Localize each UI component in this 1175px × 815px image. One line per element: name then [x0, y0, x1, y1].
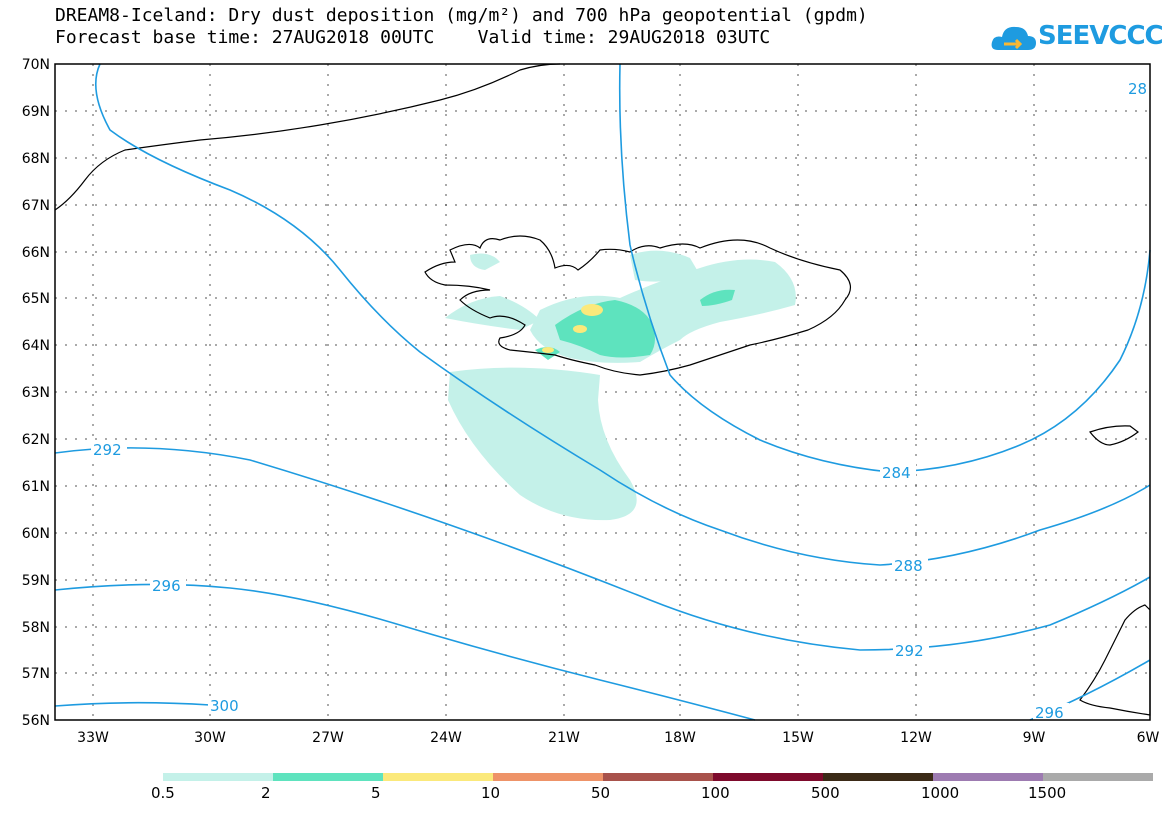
lat-label: 67N [22, 198, 50, 214]
dust-level5-a [581, 304, 603, 316]
map-title-line1: DREAM8-Iceland: Dry dust deposition (mg/… [55, 5, 868, 26]
latitude-labels: 70N 69N 68N 67N 66N 65N 64N 63N 62N 61N … [22, 57, 50, 729]
contour-label: 284 [882, 464, 911, 482]
colorbar-label: 1000 [921, 784, 960, 802]
contour-line-300 [54, 701, 211, 707]
lat-label: 64N [22, 338, 50, 354]
dust-level5-b [573, 325, 587, 333]
contour-label: 300 [210, 697, 239, 715]
lat-label: 61N [22, 479, 50, 495]
lat-label: 70N [22, 57, 50, 73]
contour-label: 296 [152, 577, 181, 595]
scotland-coast [1079, 604, 1151, 716]
seevccc-logo: SEEVCCC [990, 18, 1164, 58]
dust-west [445, 296, 540, 330]
lat-label: 66N [22, 245, 50, 261]
grid-lines [55, 64, 1150, 720]
contour-label: 296 [1035, 704, 1064, 722]
dust-plume-south [448, 367, 637, 521]
lon-label: 9W [1023, 730, 1046, 746]
colorbar-swatch [933, 773, 1043, 781]
colorbar-label: 1500 [1028, 784, 1067, 802]
colorbar-label: 2 [261, 784, 271, 802]
lat-label: 57N [22, 666, 50, 682]
dust-level5-c [542, 347, 554, 353]
lat-label: 68N [22, 151, 50, 167]
colorbar [163, 773, 1153, 781]
lat-label: 63N [22, 385, 50, 401]
colorbar-label: 100 [701, 784, 730, 802]
colorbar-swatch [273, 773, 383, 781]
lat-label: 56N [22, 713, 50, 729]
contour-line-284 [94, 63, 1151, 566]
map-frame [54, 63, 1151, 721]
lon-label: 33W [77, 730, 109, 746]
coastlines [54, 63, 1151, 716]
colorbar-swatch [823, 773, 933, 781]
faroe-coast [1089, 425, 1139, 446]
lon-label: 21W [548, 730, 580, 746]
colorbar-swatch [603, 773, 713, 781]
colorbar-label: 5 [371, 784, 381, 802]
colorbar-swatch [383, 773, 493, 781]
lon-label: 27W [312, 730, 344, 746]
dust-northwest [470, 253, 500, 270]
colorbar-swatch [163, 773, 273, 781]
contour-label: 292 [895, 642, 924, 660]
lon-label: 6W [1137, 730, 1160, 746]
colorbar-swatch [1043, 773, 1153, 781]
lat-label: 62N [22, 432, 50, 448]
dust-deposition-field [445, 250, 796, 521]
contour-label: 28 [1128, 80, 1147, 98]
contour-line-292 [54, 447, 1151, 651]
lat-label: 60N [22, 526, 50, 542]
contour-line-296 [54, 583, 756, 721]
lon-label: 15W [782, 730, 814, 746]
lat-label: 58N [22, 620, 50, 636]
iceland-coast [424, 235, 851, 376]
colorbar-label: 500 [811, 784, 840, 802]
map-title-line2: Forecast base time: 27AUG2018 00UTC Vali… [55, 27, 771, 48]
greenland-coast [54, 63, 561, 211]
lon-label: 18W [664, 730, 696, 746]
colorbar-swatch [713, 773, 823, 781]
lon-label: 12W [900, 730, 932, 746]
lat-label: 69N [22, 104, 50, 120]
contour-line-284b [618, 63, 1151, 473]
colorbar-label: 50 [591, 784, 611, 802]
dust-level2-a [555, 300, 655, 358]
lat-label: 59N [22, 573, 50, 589]
contour-label: 288 [894, 557, 923, 575]
lon-label: 24W [430, 730, 462, 746]
dust-level2-b [700, 289, 735, 306]
colorbar-swatch [493, 773, 603, 781]
lat-label: 65N [22, 291, 50, 307]
logo-text: SEEVCCC [1038, 21, 1164, 51]
lon-label: 30W [194, 730, 226, 746]
contour-label: 292 [93, 441, 122, 459]
longitude-labels: 33W 30W 27W 24W 21W 18W 15W 12W 9W 6W [77, 730, 1159, 746]
colorbar-label: 10 [481, 784, 501, 802]
dust-north [630, 250, 700, 282]
cloud-icon [991, 26, 1036, 50]
colorbar-label: 0.5 [151, 784, 175, 802]
